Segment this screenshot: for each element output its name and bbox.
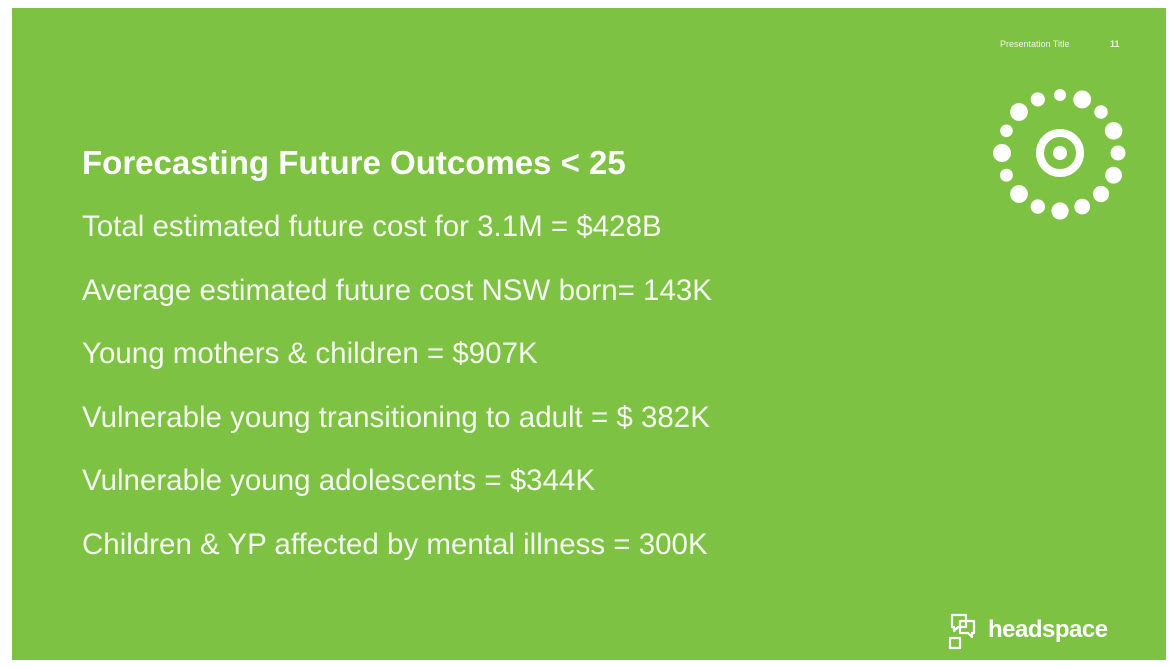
brand-name: headspace	[988, 616, 1108, 643]
logo-dot	[1030, 199, 1045, 214]
logo-dot	[1092, 185, 1110, 203]
logo-dot	[1010, 103, 1028, 121]
logo-dot	[1104, 122, 1123, 140]
logo-dot	[1000, 124, 1013, 138]
bubble-3	[948, 636, 962, 650]
logo-dot	[1110, 145, 1126, 161]
logo-dot	[1105, 166, 1122, 184]
bullet-line: Total estimated future cost for 3.1M = $…	[82, 210, 662, 243]
dot-logo	[993, 89, 1126, 220]
logo-dot	[1051, 202, 1069, 220]
bullet-line: Children & YP affected by mental illness…	[82, 527, 708, 561]
bullet-line: Vulnerable young transitioning to adult …	[82, 400, 710, 434]
logo-dot	[1054, 89, 1066, 101]
logo-dot	[1030, 92, 1045, 107]
slide-title: Forecasting Future Outcomes < 25	[82, 144, 626, 181]
logo-dot	[999, 168, 1013, 182]
bubble-2	[958, 619, 976, 639]
page-number: 11	[1110, 39, 1120, 49]
logo-dot	[1010, 185, 1028, 203]
slide: Presentation Title 11 Forecasting Future…	[12, 8, 1166, 660]
logo-ring	[1036, 129, 1084, 177]
logo-dot	[1073, 90, 1092, 109]
logo-center	[1053, 146, 1067, 160]
brand-icon	[948, 613, 976, 650]
bullet-line: Young mothers & children = $907K	[82, 337, 538, 370]
bullet-line: Vulnerable young adolescents = $344K	[82, 464, 596, 497]
graphics	[948, 89, 1126, 650]
bullet-line: Average estimated future cost NSW born= …	[82, 273, 712, 307]
bubble-1	[950, 613, 968, 633]
presentation-title: Presentation Title	[1000, 39, 1070, 49]
logo-dot	[993, 144, 1011, 162]
logo-dot	[1094, 105, 1108, 119]
logo-dot	[1074, 198, 1091, 215]
